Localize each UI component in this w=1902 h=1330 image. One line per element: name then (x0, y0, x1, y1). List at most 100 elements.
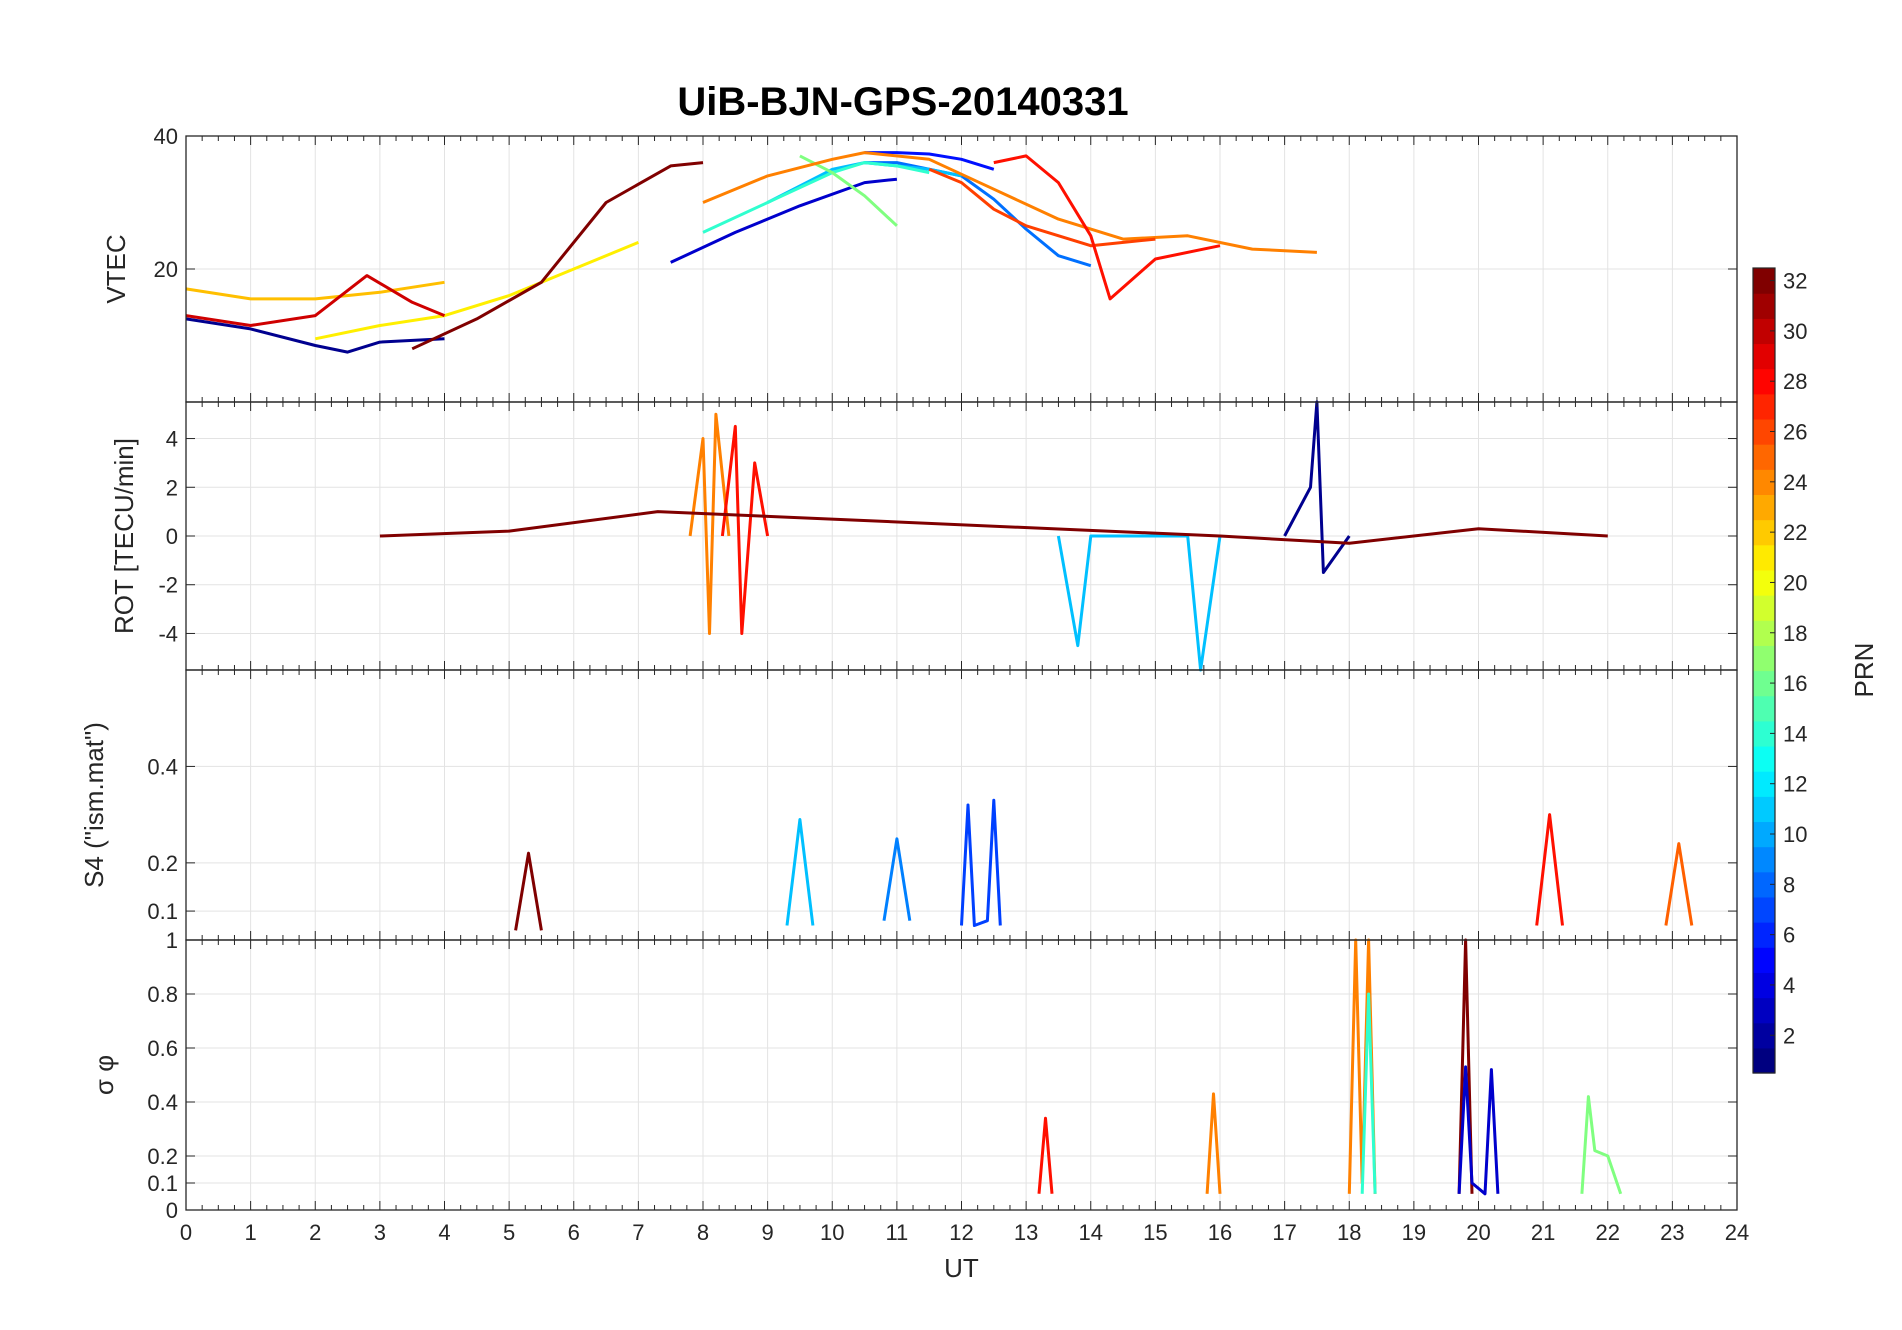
colorbar-tick-label: 10 (1783, 822, 1807, 847)
colorbar-swatch (1753, 444, 1775, 470)
colorbar-swatch (1753, 620, 1775, 646)
y-tick-label: 0.6 (147, 1036, 178, 1061)
series-line (379, 510, 1608, 545)
x-tick-label: 20 (1466, 1220, 1490, 1245)
x-tick-label: 18 (1337, 1220, 1361, 1245)
panel-3: 0.1 0.2 0.4 S4 ("ism.mat") (79, 669, 1738, 941)
colorbar-swatch (1753, 469, 1775, 496)
colorbar-swatch (1753, 745, 1775, 772)
colorbar-swatch (1753, 821, 1775, 848)
series-line (720, 424, 770, 635)
colorbar-swatch (1753, 318, 1775, 345)
colorbar-tick-label: 24 (1783, 470, 1807, 495)
series-line (1535, 813, 1564, 926)
y-axis-label: ROT [TECU/min] (109, 438, 139, 634)
x-tick-label: 21 (1531, 1220, 1555, 1245)
colorbar-tick-label: 18 (1783, 621, 1807, 646)
colorbar-swatch (1753, 947, 1775, 973)
y-axis-label: σ φ (89, 1055, 119, 1095)
series-line (1664, 842, 1694, 926)
colorbar-tick-label: 26 (1783, 420, 1807, 445)
y-tick-label: 0.2 (147, 851, 178, 876)
colorbar-swatch (1753, 293, 1775, 319)
colorbar-swatch (1753, 1047, 1775, 1074)
series-line (1037, 1116, 1054, 1194)
series-line (1580, 1095, 1623, 1195)
series-line (185, 274, 446, 327)
y-tick-label: 40 (154, 124, 178, 149)
y-tick-label: -2 (158, 573, 178, 598)
colorbar-swatch (1753, 670, 1775, 697)
y-tick-label: 0 (166, 1198, 178, 1223)
x-tick-label: 17 (1272, 1220, 1296, 1245)
y-tick-label: 0.2 (147, 1144, 178, 1169)
series-line (185, 280, 445, 301)
series-line (864, 151, 995, 171)
x-tick-label: 6 (568, 1220, 580, 1245)
colorbar-swatch (1753, 972, 1775, 999)
colorbar-swatch (1753, 368, 1775, 395)
colorbar-swatch (1753, 544, 1775, 571)
x-tick-label: 23 (1660, 1220, 1684, 1245)
series-line (185, 317, 445, 354)
x-tick-label: 14 (1079, 1220, 1103, 1245)
y-tick-label: 20 (154, 257, 178, 282)
panel-4: 00.10.20.40.60.81σ φ0 1 2 3 4 5 6 7 8 9 10 11 12 13 14… (89, 928, 1749, 1283)
colorbar-swatch (1753, 922, 1775, 948)
colorbar-swatch (1753, 720, 1775, 747)
colorbar-swatch (1753, 343, 1775, 370)
colorbar-tick-label: 6 (1783, 923, 1795, 948)
series-line (1205, 1092, 1222, 1194)
colorbar-frame (1752, 267, 1776, 1074)
series-line (882, 837, 912, 921)
series-line (785, 818, 815, 926)
colorbar-swatch (1753, 997, 1775, 1024)
series-line (1056, 534, 1222, 672)
series-line (688, 412, 731, 635)
colorbar-swatch (1753, 1022, 1775, 1049)
x-tick-label: 10 (820, 1220, 844, 1245)
y-tick-label: 0.4 (147, 1090, 178, 1115)
series-line (702, 151, 1317, 254)
series-line (514, 851, 543, 931)
colorbar-swatch (1753, 519, 1775, 546)
series-line (314, 241, 639, 341)
colorbar-tick-label: 2 (1783, 1023, 1795, 1048)
colorbar-tick-label: 16 (1783, 671, 1807, 696)
series-line (928, 167, 1156, 248)
colorbar-swatch (1753, 268, 1775, 294)
x-tick-label: 15 (1143, 1220, 1167, 1245)
x-tick-label: 8 (697, 1220, 709, 1245)
y-tick-label: 0.1 (147, 1171, 178, 1196)
colorbar-swatch (1753, 695, 1775, 722)
colorbar-swatch (1753, 796, 1775, 823)
colorbar-swatch (1753, 896, 1775, 923)
y-axis-label: S4 ("ism.mat") (79, 722, 109, 888)
panel-1: 20 40 VTEC (101, 124, 1738, 403)
x-tick-label: 0 (180, 1220, 192, 1245)
x-tick-label: 7 (632, 1220, 644, 1245)
series-line (411, 161, 704, 351)
x-tick-label: 9 (762, 1220, 774, 1245)
series-line (993, 154, 1221, 301)
series-line (1457, 1065, 1500, 1196)
y-tick-label: 2 (166, 475, 178, 500)
x-tick-label: 22 (1596, 1220, 1620, 1245)
colorbar-tick-label: 28 (1783, 369, 1807, 394)
panel-2: -4 -2 0 2 4 ROT [TECU/min] (109, 400, 1738, 672)
x-tick-label: 3 (374, 1220, 386, 1245)
y-tick-label: 0 (166, 524, 178, 549)
colorbar-swatch (1753, 393, 1775, 420)
y-tick-label: -4 (158, 621, 178, 646)
colorbar-swatch (1753, 418, 1775, 445)
y-tick-label: 0.4 (147, 754, 178, 779)
colorbar-swatch (1753, 494, 1775, 521)
x-tick-label: 2 (309, 1220, 321, 1245)
x-tick-label: 13 (1014, 1220, 1038, 1245)
x-tick-label: 24 (1725, 1220, 1749, 1245)
series-line (1360, 992, 1377, 1194)
colorbar-swatch (1753, 771, 1775, 797)
series-line (864, 161, 1092, 268)
